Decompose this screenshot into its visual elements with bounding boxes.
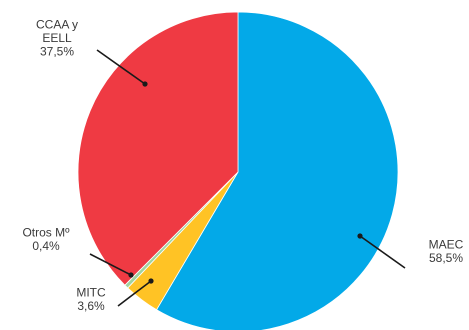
slice-percent: 37,5% (40, 45, 74, 59)
slice-label-otros-m: Otros Mº 0,4% (22, 225, 70, 253)
slice-name: MITC (76, 285, 106, 299)
slice-labels: MAEC 58,5%MITC 3,6%Otros Mº 0,4%CCAA y EELL 3… (22, 18, 463, 313)
label-leaders (89, 49, 406, 307)
slice-name: MAEC (429, 237, 464, 251)
slice-percent: 58,5% (429, 251, 463, 265)
leader-dot-otros-m (128, 272, 134, 278)
leader-line-mitc (117, 280, 152, 307)
leader-line-maec (359, 235, 406, 269)
slice-label-ccaa-y-eell: CCAA y EELL 37,5% (36, 18, 78, 59)
slice-name: CCAA y (36, 18, 78, 32)
slice-label-maec: MAEC 58,5% (429, 237, 464, 264)
slice-name: Otros Mº (22, 225, 70, 239)
leader-dot-ccaa-y-eell (142, 81, 148, 87)
pie-slice-ccaa-y-eell (77, 11, 239, 286)
slice-label-mitc: MITC 3,6% (76, 285, 106, 313)
pie-slice-maec (156, 11, 399, 330)
slice-name: EELL (42, 31, 72, 45)
leader-dot-maec (357, 233, 363, 239)
leader-line-ccaa-y-eell (96, 49, 146, 85)
pie-slices (77, 11, 399, 330)
leader-dot-mitc (148, 278, 154, 284)
leader-line-otros-m (89, 253, 132, 276)
slice-percent: 3,6% (77, 299, 105, 313)
slice-percent: 0,4% (32, 239, 60, 253)
